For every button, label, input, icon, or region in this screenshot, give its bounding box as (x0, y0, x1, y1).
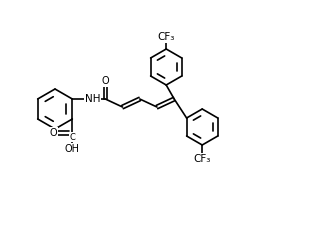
Text: O: O (101, 76, 109, 86)
Text: CF₃: CF₃ (194, 154, 211, 164)
Text: C: C (70, 133, 75, 141)
Text: CF₃: CF₃ (158, 32, 175, 42)
Text: OH: OH (65, 144, 80, 154)
Text: NH: NH (85, 94, 100, 104)
Text: O: O (49, 128, 57, 138)
